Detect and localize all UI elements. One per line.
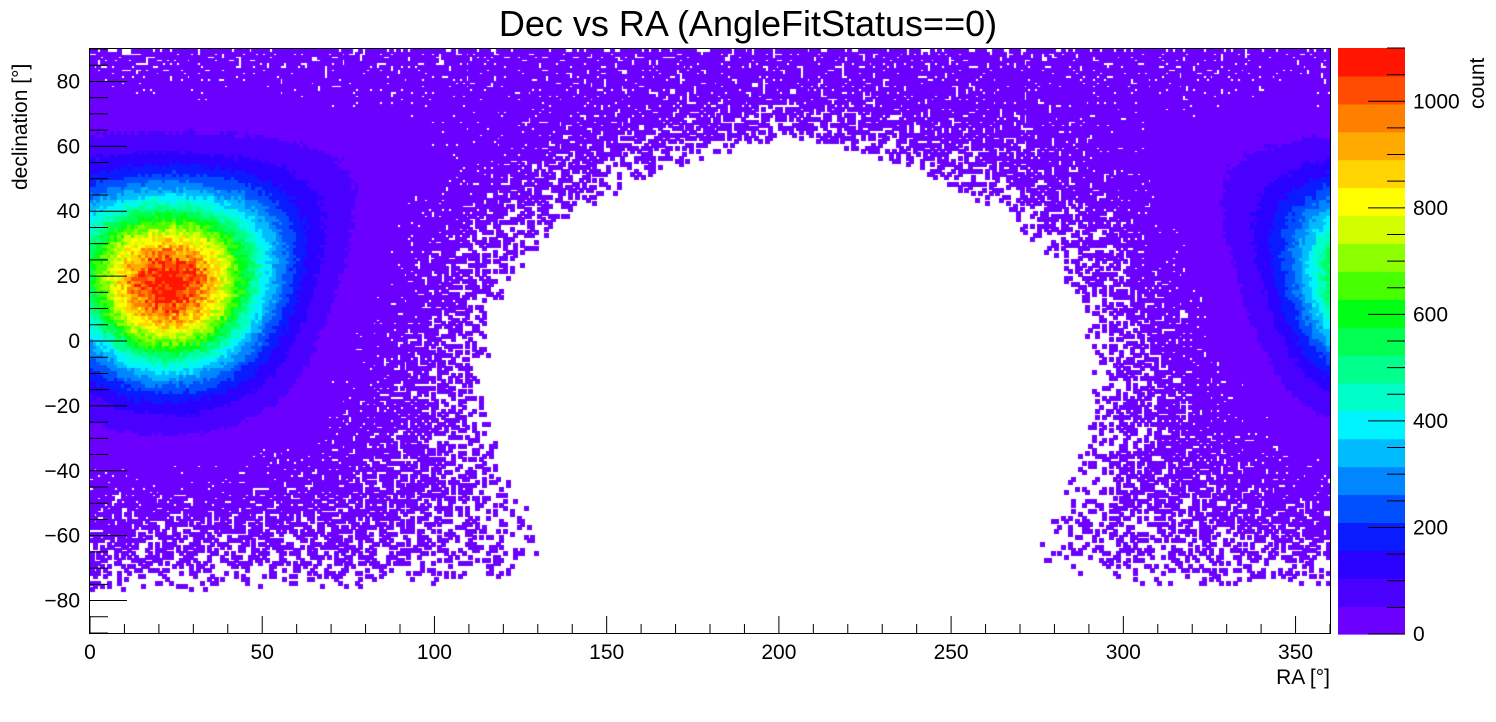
y-tick-label: −20: [44, 395, 80, 418]
color-scale-swatch: [1338, 550, 1405, 579]
z-tick-label: 400: [1413, 410, 1448, 433]
color-scale-swatch: [1338, 75, 1405, 105]
color-scale-swatch: [1338, 354, 1405, 384]
color-scale-swatch: [1338, 159, 1405, 189]
x-tick-label: 350: [1278, 641, 1313, 664]
x-axis-title: RA [°]: [1276, 666, 1330, 689]
y-tick-label: −40: [44, 460, 80, 483]
color-scale-swatch: [1338, 410, 1405, 440]
color-scale-swatch: [1338, 522, 1405, 551]
z-tick-label: 1000: [1413, 90, 1460, 113]
color-scale-swatch: [1338, 131, 1405, 161]
x-tick-label: 200: [761, 641, 796, 664]
color-scale: [1338, 48, 1405, 635]
color-scale-swatch: [1338, 271, 1405, 300]
x-tick-label: 150: [589, 641, 624, 664]
color-scale-swatch: [1338, 606, 1405, 635]
x-tick-label: 0: [84, 641, 96, 664]
y-axis-title: declination [°]: [9, 64, 32, 190]
y-tick-label: 60: [57, 135, 80, 158]
color-scale-swatch: [1338, 438, 1405, 468]
plot-area: [90, 49, 1330, 633]
y-tick-label: −80: [44, 590, 80, 613]
y-axis: −80 −60 −40 −20 0 20 40 60 80: [44, 48, 127, 634]
color-scale-swatch: [1338, 382, 1405, 412]
color-scale-swatch: [1338, 187, 1405, 217]
x-axis: 0 50 100 150 200 250 300 350: [84, 616, 1331, 664]
chart-title: Dec vs RA (AngleFitStatus==0): [499, 3, 997, 44]
color-scale-swatch: [1338, 578, 1405, 607]
z-tick-label: 200: [1413, 516, 1448, 539]
y-tick-label: 0: [68, 330, 80, 353]
y-tick-label: 20: [57, 265, 80, 288]
x-tick-label: 300: [1106, 641, 1141, 664]
x-tick-label: 50: [251, 641, 274, 664]
color-scale-swatch: [1338, 243, 1405, 272]
color-scale-swatch: [1338, 466, 1405, 496]
y-tick-label: 80: [57, 70, 80, 93]
y-tick-label: −60: [44, 525, 80, 548]
color-scale-swatch: [1338, 299, 1405, 328]
z-tick-label: 800: [1413, 197, 1448, 220]
plot-frame: [89, 48, 1331, 634]
z-tick-label: 0: [1413, 623, 1425, 646]
heatmap-cells: [90, 49, 1330, 633]
x-tick-label: 100: [417, 641, 452, 664]
z-tick-label: 600: [1413, 303, 1448, 326]
y-tick-label: 40: [57, 200, 80, 223]
color-scale-swatch: [1338, 48, 1405, 77]
color-scale-swatch: [1338, 494, 1405, 523]
color-scale-swatch: [1338, 215, 1405, 244]
color-scale-title: count: [1466, 57, 1489, 109]
color-scale-axis: 0 200 400 600 800 1000: [1368, 47, 1460, 646]
x-tick-label: 250: [934, 641, 969, 664]
